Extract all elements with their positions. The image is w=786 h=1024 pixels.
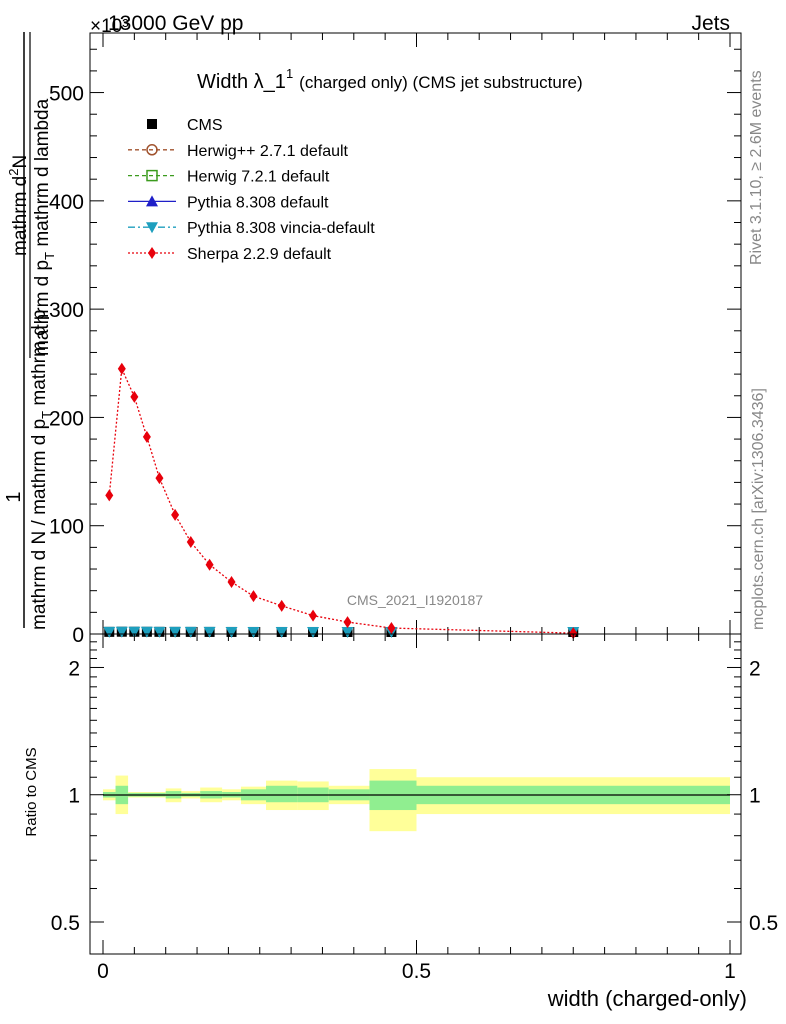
main-ytick-label: 200 [49, 407, 84, 430]
main-ytick-label: 0 [72, 624, 84, 647]
point-sherpa [277, 599, 286, 612]
ylabel-den1-rest: mathrm d p [29, 310, 50, 406]
ratio-y-axis-label: Ratio to CMS [23, 747, 40, 836]
point-pythia-vincia [128, 626, 141, 638]
legend-item: Pythia 8.308 default [128, 194, 329, 211]
legend-marker [146, 222, 158, 234]
ratio-ytick-label-right: 0.5 [749, 912, 778, 935]
main-ytick-label: 300 [49, 299, 84, 322]
main-ytick-label: 100 [49, 516, 84, 539]
stat-uncertainty-band [266, 785, 298, 803]
header-process: Jets [691, 12, 730, 35]
exponent-label: ×10³ [90, 16, 129, 37]
point-sherpa [186, 535, 195, 548]
legend-label: Pythia 8.308 default [187, 194, 329, 211]
point-pythia-vincia [169, 626, 182, 638]
point-pythia-vincia [225, 626, 238, 638]
xtick-label: 1 [724, 960, 736, 983]
svg-text:Width λ_11(charged only) (CMS: Width λ_11 (charged only) (CMS jet substr… [197, 66, 583, 93]
ratio-panel: 0.5 0.5 1 1 2 2 0 0.5 1 [51, 633, 778, 983]
legend-item: Pythia 8.308 vincia-default [128, 220, 375, 237]
svg-text:mathrm d N / mathrm d pT mathr: mathrm d N / mathrm d pT mathrm d p [29, 310, 54, 631]
point-pythia-vincia [115, 626, 128, 638]
ratio-ytick-label: 1 [68, 785, 80, 808]
point-sherpa [309, 609, 318, 622]
legend-label: Herwig++ 2.7.1 default [187, 143, 349, 160]
chart-title-rest: (charged only) (CMS jet substructure) [299, 73, 582, 92]
chart-title-sup: 1 [286, 66, 293, 81]
header-energy: 13000 GeV pp [108, 12, 243, 35]
ratio-ytick-label: 2 [68, 657, 80, 680]
point-pythia-vincia [103, 626, 116, 638]
ratio-ytick-label-right: 1 [749, 785, 761, 808]
main-panel: 0 100 200 300 400 500 CMS_2021_I1920187 Width… [49, 32, 742, 647]
point-sherpa [205, 558, 214, 571]
analysis-watermark: CMS_2021_I1920187 [347, 592, 483, 608]
ratio-frame [89, 633, 742, 955]
ylabel-num2-rest: N [10, 155, 31, 169]
legend: CMS Herwig++ 2.7.1 default Herwig 7.2.1 de… [128, 117, 375, 263]
ylabel-den2-sub: T [42, 252, 57, 260]
point-sherpa [130, 390, 139, 403]
legend-marker [146, 144, 158, 156]
legend-label: Pythia 8.308 vincia-default [187, 220, 375, 237]
xtick-label: 0 [97, 960, 109, 983]
series-line-sherpa [108, 366, 574, 634]
point-sherpa [105, 489, 114, 502]
ylabel-num2: mathrm d [10, 176, 31, 256]
point-sherpa [117, 362, 126, 375]
x-axis-label: width (charged-only) [547, 986, 747, 1011]
point-sherpa [227, 576, 236, 589]
legend-marker [148, 247, 156, 259]
ylabel-num2-sup: 2 [6, 169, 21, 176]
point-pythia-vincia [275, 626, 288, 638]
svg-text:mathrm d2N: mathrm d2N [6, 155, 31, 256]
point-sherpa [343, 616, 352, 629]
legend-item: Sherpa 2.2.9 default [128, 246, 332, 263]
ylabel-den1: mathrm d N / mathrm d p [29, 419, 50, 630]
legend-item: Herwig 7.2.1 default [128, 169, 330, 186]
point-sherpa [249, 590, 258, 603]
ratio-bands [103, 769, 730, 832]
legend-label: CMS [187, 117, 223, 134]
main-y-axis-label: 1 mathrm d N / mathrm d pT mathrm d p ma… [3, 32, 57, 630]
ylabel-numerator: 1 [3, 491, 25, 502]
point-sherpa [155, 472, 164, 485]
point-pythia-vincia [184, 626, 197, 638]
ratio-ytick-label-right: 2 [749, 657, 761, 680]
main-ytick-label: 400 [49, 191, 84, 214]
point-pythia-vincia [203, 626, 216, 638]
svg-text:mathrm d pT mathrm d lambda: mathrm d pT mathrm d lambda [32, 98, 57, 356]
point-pythia-vincia [153, 626, 166, 638]
chart-title-main: Width λ_1 [197, 71, 286, 93]
rivet-version-label: Rivet 3.1.10, ≥ 2.6M events [748, 70, 765, 265]
legend-label: Sherpa 2.2.9 default [187, 246, 332, 263]
legend-marker [146, 169, 158, 182]
legend-label: Herwig 7.2.1 default [187, 169, 330, 186]
ylabel-den2: mathrm d p [32, 260, 53, 356]
legend-item: CMS [147, 117, 223, 134]
point-sherpa [569, 627, 578, 640]
point-sherpa [387, 622, 396, 635]
point-sherpa [171, 508, 180, 521]
ratio-ticks: 0.5 0.5 1 1 2 2 0 0.5 1 [51, 634, 778, 983]
legend-marker [147, 119, 157, 129]
xtick-label: 0.5 [402, 960, 431, 983]
point-pythia-vincia [341, 626, 354, 638]
point-pythia-vincia [140, 626, 153, 638]
main-series [103, 362, 580, 640]
legend-marker [146, 195, 158, 207]
point-pythia-vincia [307, 626, 320, 638]
ylabel-den1-sub: T [39, 411, 54, 419]
point-pythia-vincia [247, 626, 260, 638]
main-ytick-label: 500 [49, 83, 84, 106]
point-sherpa [142, 430, 151, 443]
mcplots-label: mcplots.cern.ch [arXiv:1306.3436] [750, 388, 767, 630]
ylabel-den2-rest: mathrm d lambda [32, 98, 53, 246]
legend-item: Herwig++ 2.7.1 default [128, 143, 349, 160]
ratio-ytick-label: 0.5 [51, 912, 80, 935]
